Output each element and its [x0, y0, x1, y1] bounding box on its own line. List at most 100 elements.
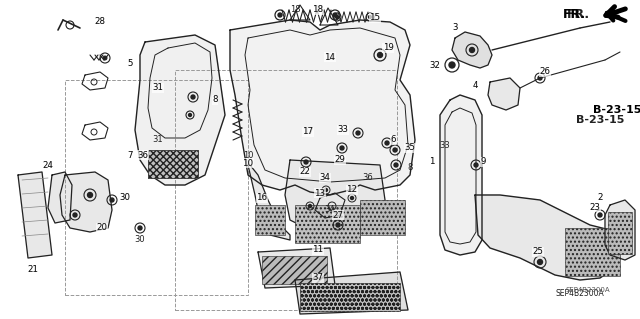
Bar — [175, 70, 397, 310]
Circle shape — [351, 197, 353, 199]
Circle shape — [110, 198, 114, 202]
Text: 6: 6 — [390, 136, 396, 145]
Text: 10: 10 — [243, 159, 253, 167]
Text: 6: 6 — [390, 136, 396, 145]
Text: 36: 36 — [363, 174, 373, 182]
Text: 31: 31 — [153, 84, 163, 93]
Bar — [65, 80, 248, 295]
Text: 24: 24 — [43, 160, 53, 169]
Circle shape — [470, 48, 474, 53]
Text: 11: 11 — [313, 246, 323, 255]
Text: 16: 16 — [257, 194, 268, 203]
Circle shape — [88, 192, 93, 197]
Text: 35: 35 — [404, 144, 415, 152]
Text: SEP4B2300A: SEP4B2300A — [565, 287, 610, 293]
Polygon shape — [475, 195, 618, 280]
Bar — [295, 205, 360, 243]
Text: 7: 7 — [127, 151, 132, 160]
Polygon shape — [258, 248, 335, 288]
Text: 14: 14 — [324, 53, 335, 62]
Circle shape — [103, 56, 107, 60]
Text: 5: 5 — [127, 58, 132, 68]
Text: 7: 7 — [127, 151, 132, 160]
Text: 21: 21 — [28, 265, 38, 275]
Text: 30: 30 — [134, 235, 145, 244]
Polygon shape — [48, 172, 72, 223]
Polygon shape — [440, 95, 482, 255]
Text: 9: 9 — [481, 158, 486, 167]
Text: 5: 5 — [127, 58, 132, 68]
Text: FR.: FR. — [563, 9, 586, 21]
Circle shape — [304, 160, 308, 164]
Text: 10: 10 — [243, 159, 253, 167]
Text: 2: 2 — [597, 192, 603, 202]
Circle shape — [189, 114, 191, 116]
Text: 26: 26 — [540, 68, 550, 77]
Text: 30: 30 — [120, 194, 131, 203]
Text: 18: 18 — [290, 5, 300, 14]
Bar — [148, 150, 198, 178]
Circle shape — [336, 223, 340, 227]
Text: 1: 1 — [429, 158, 435, 167]
Bar — [255, 205, 285, 235]
Text: 28: 28 — [95, 18, 106, 26]
Text: 36: 36 — [138, 151, 148, 160]
Text: 25: 25 — [532, 248, 543, 256]
Circle shape — [138, 226, 142, 230]
Circle shape — [449, 62, 455, 68]
Text: 1: 1 — [429, 158, 435, 167]
Text: 12: 12 — [346, 186, 358, 195]
Polygon shape — [18, 172, 52, 258]
Text: 33: 33 — [338, 125, 348, 135]
Text: 10: 10 — [243, 151, 253, 160]
Text: 25: 25 — [532, 248, 543, 256]
Text: 17: 17 — [303, 128, 314, 137]
Text: 2: 2 — [597, 192, 603, 202]
Polygon shape — [452, 32, 492, 68]
Text: 30: 30 — [120, 194, 131, 203]
Text: SEP4B2300A: SEP4B2300A — [556, 288, 604, 298]
Text: 8: 8 — [212, 95, 218, 105]
Text: 23: 23 — [589, 203, 600, 211]
Circle shape — [356, 131, 360, 135]
Text: 13: 13 — [314, 189, 326, 197]
Text: 8: 8 — [212, 95, 218, 105]
Text: 28: 28 — [95, 18, 106, 26]
Circle shape — [538, 259, 543, 264]
Polygon shape — [248, 165, 290, 240]
Text: 4: 4 — [472, 80, 477, 90]
Text: 20: 20 — [97, 224, 108, 233]
Polygon shape — [285, 160, 385, 235]
Circle shape — [394, 163, 398, 167]
Text: 16: 16 — [257, 194, 268, 203]
Text: 27: 27 — [333, 211, 343, 219]
Circle shape — [598, 213, 602, 217]
Text: 9: 9 — [480, 158, 486, 167]
Text: 26: 26 — [540, 68, 550, 77]
Text: 29: 29 — [335, 155, 346, 165]
Circle shape — [340, 146, 344, 150]
Circle shape — [474, 163, 478, 167]
Circle shape — [378, 53, 383, 57]
Bar — [360, 200, 405, 235]
Text: 18: 18 — [313, 5, 323, 14]
Text: 8: 8 — [407, 164, 413, 173]
Circle shape — [393, 148, 397, 152]
Circle shape — [385, 141, 389, 145]
Text: 34: 34 — [320, 174, 330, 182]
Text: 35: 35 — [404, 144, 415, 152]
Text: B-23-15: B-23-15 — [593, 105, 640, 115]
Bar — [148, 150, 198, 178]
Text: FR.: FR. — [566, 9, 589, 21]
Text: 17: 17 — [303, 128, 314, 137]
Text: 11: 11 — [312, 246, 323, 255]
Text: 34: 34 — [324, 205, 335, 214]
Text: 18: 18 — [312, 5, 323, 14]
Text: 15: 15 — [370, 13, 380, 23]
Bar — [262, 256, 327, 284]
Text: 31: 31 — [153, 136, 163, 145]
Text: 33: 33 — [440, 140, 451, 150]
Text: 23: 23 — [589, 203, 600, 211]
Text: 21: 21 — [28, 265, 38, 275]
Text: 15: 15 — [369, 13, 381, 23]
